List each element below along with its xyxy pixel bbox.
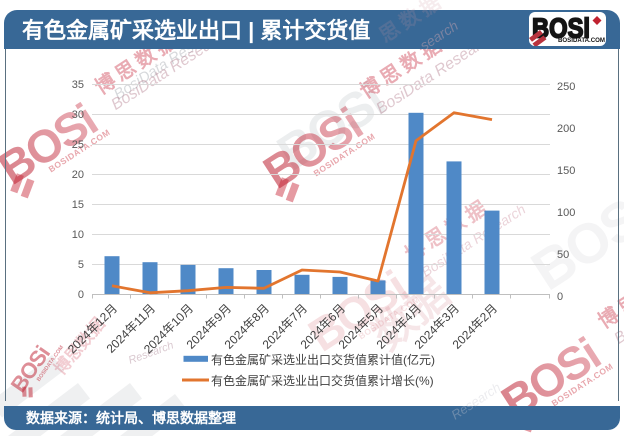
svg-text:5: 5 — [78, 259, 84, 271]
svg-text:20: 20 — [72, 169, 84, 181]
svg-text:50: 50 — [557, 249, 569, 261]
svg-text:35: 35 — [72, 79, 84, 91]
svg-text:150: 150 — [557, 165, 575, 177]
svg-text:15: 15 — [72, 199, 84, 211]
svg-text:0: 0 — [78, 289, 84, 301]
svg-text:0: 0 — [557, 291, 563, 303]
svg-text:有色金属矿采选业出口交货值累计增长(%): 有色金属矿采选业出口交货值累计增长(%) — [211, 373, 434, 388]
svg-text:10: 10 — [72, 229, 84, 241]
svg-text:100: 100 — [557, 207, 575, 219]
svg-text:250: 250 — [557, 81, 575, 93]
svg-text:BOSIDATA.COM: BOSIDATA.COM — [558, 37, 605, 44]
svg-text:25: 25 — [72, 139, 84, 151]
svg-text:30: 30 — [72, 109, 84, 121]
svg-text:有色金属矿采选业出口交货值累计值(亿元): 有色金属矿采选业出口交货值累计值(亿元) — [211, 352, 435, 367]
svg-text:200: 200 — [557, 123, 575, 135]
